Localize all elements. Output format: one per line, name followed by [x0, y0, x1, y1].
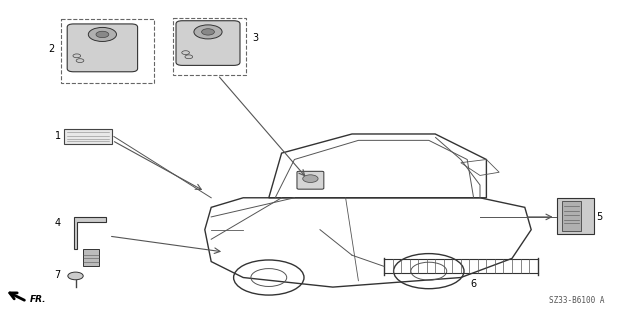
- Circle shape: [194, 25, 222, 39]
- FancyBboxPatch shape: [173, 18, 246, 75]
- Text: 3: 3: [253, 33, 259, 43]
- Bar: [562, 201, 581, 231]
- Circle shape: [96, 31, 109, 38]
- FancyBboxPatch shape: [61, 19, 154, 83]
- Polygon shape: [74, 217, 106, 249]
- Text: 7: 7: [54, 270, 61, 280]
- Bar: [64, 129, 112, 144]
- Circle shape: [76, 59, 84, 63]
- Circle shape: [202, 29, 214, 35]
- Circle shape: [303, 175, 318, 182]
- Bar: [557, 198, 594, 234]
- Circle shape: [182, 51, 189, 55]
- Text: 5: 5: [596, 212, 603, 222]
- Text: 4: 4: [54, 218, 61, 228]
- Text: 1: 1: [54, 131, 61, 141]
- FancyBboxPatch shape: [67, 24, 138, 72]
- Bar: [83, 249, 99, 266]
- Circle shape: [68, 272, 83, 280]
- FancyBboxPatch shape: [176, 21, 240, 65]
- Circle shape: [185, 55, 193, 59]
- Text: SZ33-B6100 A: SZ33-B6100 A: [549, 296, 605, 305]
- Circle shape: [88, 27, 116, 41]
- Text: 2: 2: [48, 44, 54, 55]
- Circle shape: [73, 54, 81, 58]
- Text: 6: 6: [470, 279, 477, 289]
- FancyBboxPatch shape: [297, 171, 324, 189]
- Text: FR.: FR.: [30, 295, 47, 304]
